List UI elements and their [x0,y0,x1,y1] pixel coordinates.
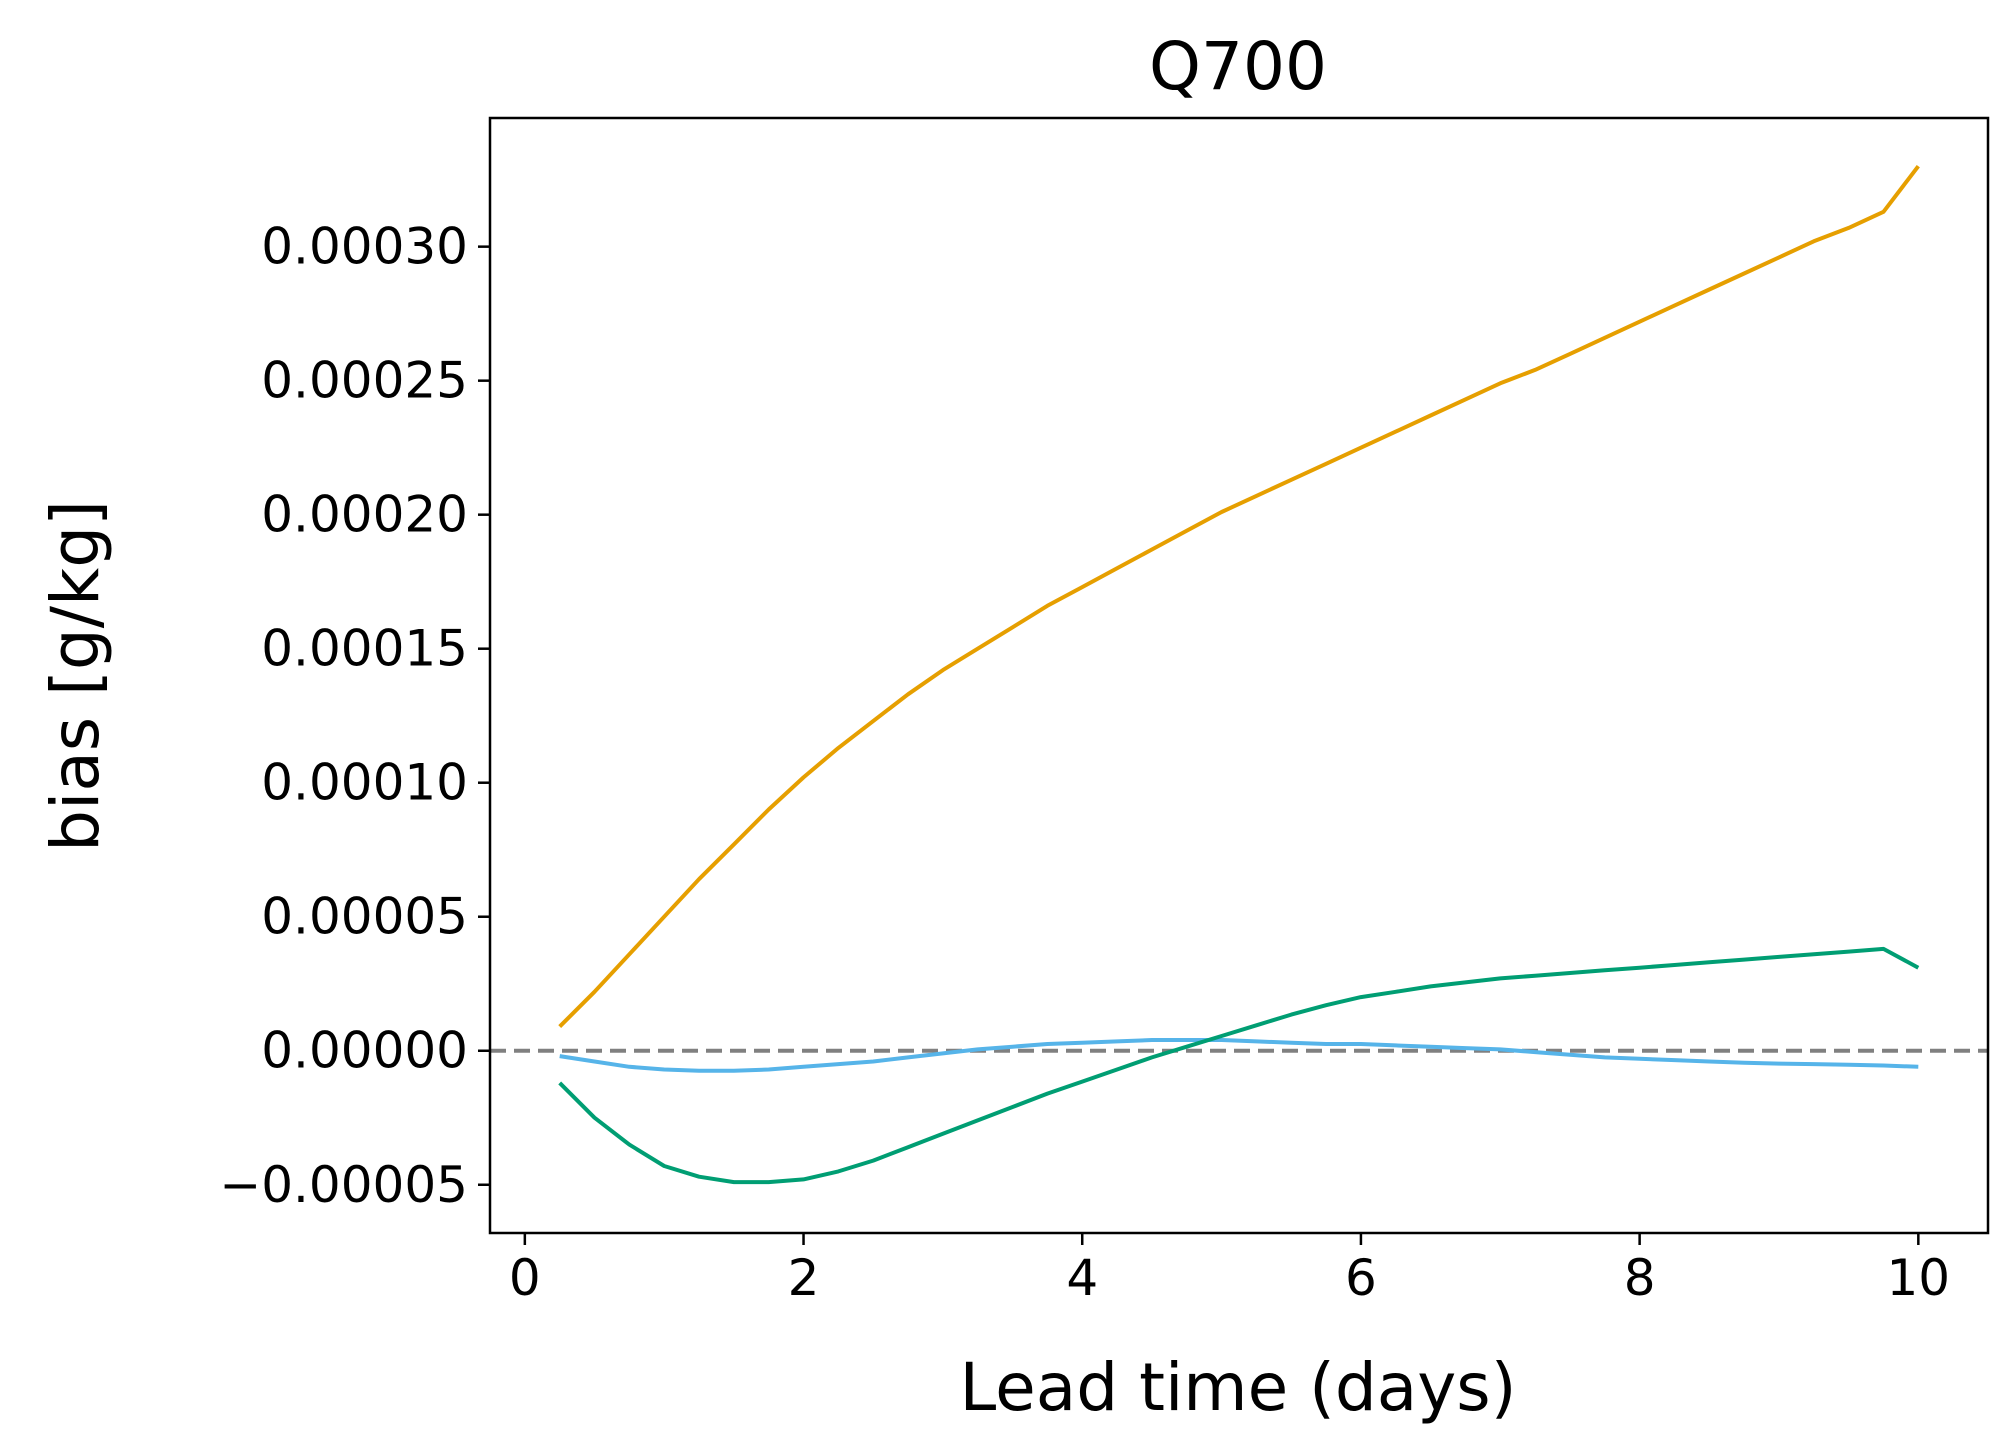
x-tick-label: 0 [509,1249,541,1307]
series-line-2 [559,1038,1919,1073]
y-tick-label: 0.00030 [261,218,468,276]
y-tick-label: 0.00025 [261,352,468,410]
series-line-1 [558,164,1920,1029]
series-line-3 [558,946,1920,1185]
y-tick-label: 0.00010 [261,754,468,812]
y-tick-label: 0.00000 [261,1022,468,1080]
x-axis-label: Lead time (days) [960,1349,1517,1426]
y-tick-label: −0.00005 [219,1156,468,1214]
plot-area [490,164,1988,1185]
y-tick-label: 0.00005 [261,888,468,946]
y-tick-label: 0.00020 [261,486,468,544]
y-tick-label: 0.00015 [261,620,468,678]
x-tick-label: 10 [1887,1249,1951,1307]
chart-title: Q700 [1149,28,1327,105]
x-axis: 0 2 4 6 8 10 [509,1233,1950,1307]
x-tick-label: 6 [1345,1249,1377,1307]
x-tick-label: 2 [788,1249,820,1307]
y-axis: −0.00005 0.00000 0.00005 0.00010 0.00015 0.00… [219,218,490,1214]
x-tick-label: 8 [1624,1249,1656,1307]
plot-frame [488,116,1990,1235]
x-tick-label: 4 [1066,1249,1098,1307]
y-axis-label: bias [g/kg] [37,500,114,852]
